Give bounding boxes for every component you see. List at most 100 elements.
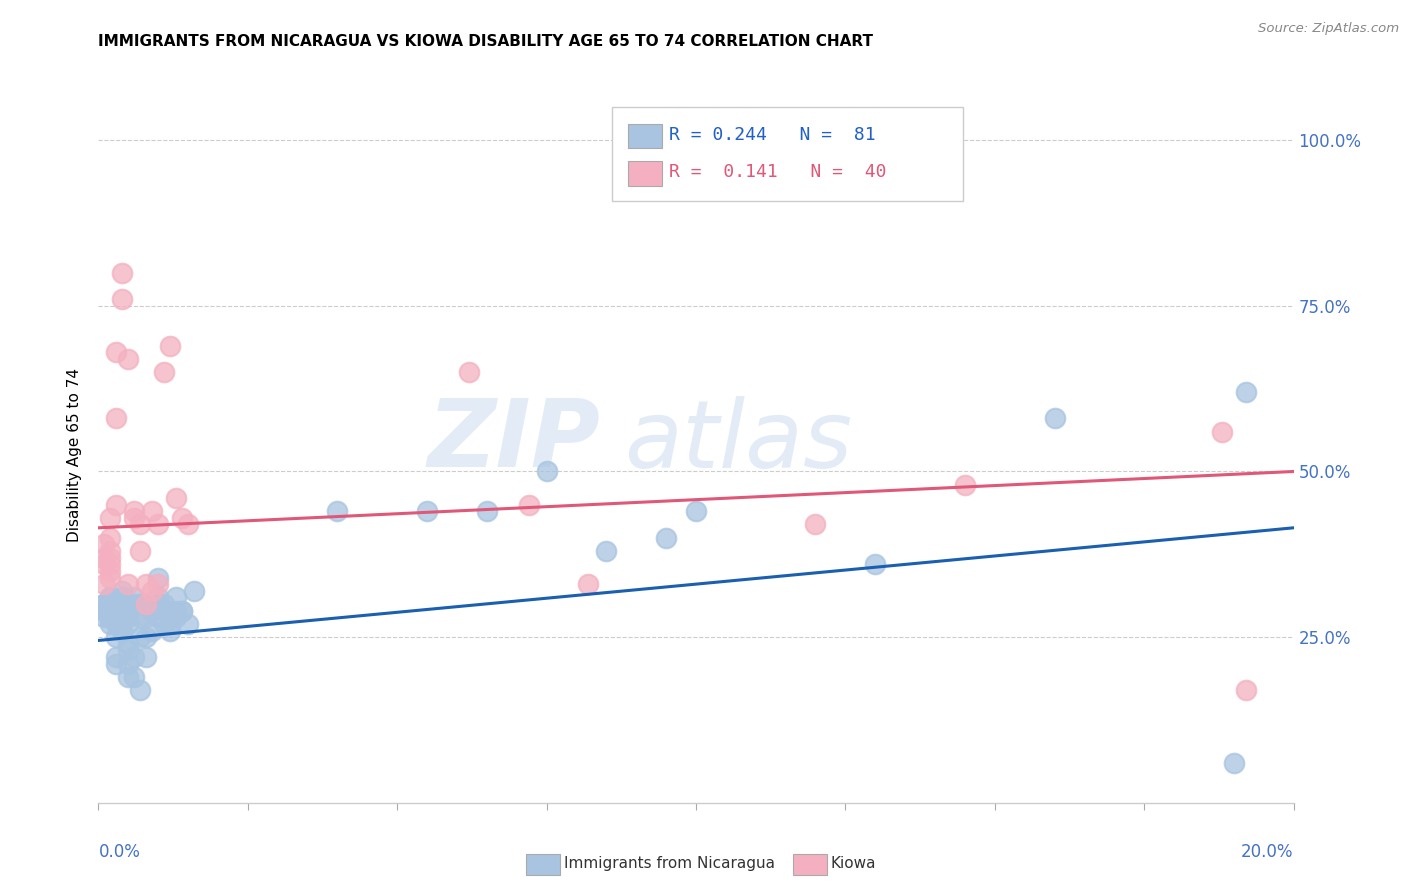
Text: R =  0.141   N =  40: R = 0.141 N = 40 <box>669 163 887 181</box>
Point <box>1211 425 1233 439</box>
Point <box>117 643 139 657</box>
Point <box>93 550 115 565</box>
Point <box>111 616 134 631</box>
Text: R = 0.244   N =  81: R = 0.244 N = 81 <box>669 126 876 144</box>
Point <box>129 597 152 611</box>
Point <box>148 597 170 611</box>
Point <box>111 604 134 618</box>
Point <box>172 604 194 618</box>
Point <box>517 498 540 512</box>
Point <box>111 266 134 280</box>
Point <box>111 292 134 306</box>
Point <box>100 511 122 525</box>
Text: ZIP: ZIP <box>427 395 600 487</box>
Point <box>105 610 128 624</box>
Point <box>105 411 128 425</box>
Point <box>93 597 115 611</box>
Point <box>153 597 176 611</box>
Point <box>100 610 122 624</box>
Point <box>595 544 617 558</box>
Y-axis label: Disability Age 65 to 74: Disability Age 65 to 74 <box>67 368 83 542</box>
Point <box>117 616 139 631</box>
Point <box>141 624 163 638</box>
Text: Kiowa: Kiowa <box>831 856 876 871</box>
Point <box>124 650 146 665</box>
Point <box>105 616 128 631</box>
Point <box>1234 683 1257 698</box>
Point <box>117 657 139 671</box>
Point <box>129 544 152 558</box>
Point <box>111 597 134 611</box>
Point <box>105 650 128 665</box>
Point <box>93 604 115 618</box>
Point <box>135 577 157 591</box>
Point <box>804 517 827 532</box>
Point <box>93 577 115 591</box>
Point <box>165 491 187 505</box>
Point <box>129 517 152 532</box>
Point <box>100 604 122 618</box>
Point <box>1223 756 1246 770</box>
Point <box>100 591 122 605</box>
Text: 20.0%: 20.0% <box>1241 843 1294 861</box>
Point <box>105 604 128 618</box>
Point <box>117 610 139 624</box>
Point <box>100 531 122 545</box>
Text: Source: ZipAtlas.com: Source: ZipAtlas.com <box>1258 22 1399 36</box>
Text: Immigrants from Nicaragua: Immigrants from Nicaragua <box>564 856 775 871</box>
Point <box>111 583 134 598</box>
Text: IMMIGRANTS FROM NICARAGUA VS KIOWA DISABILITY AGE 65 TO 74 CORRELATION CHART: IMMIGRANTS FROM NICARAGUA VS KIOWA DISAB… <box>98 34 873 49</box>
Point <box>124 597 146 611</box>
Point <box>105 630 128 644</box>
Point <box>111 624 134 638</box>
Point <box>148 591 170 605</box>
Point <box>865 558 887 572</box>
Point <box>117 604 139 618</box>
Point <box>135 597 157 611</box>
Point <box>655 531 678 545</box>
Point <box>105 657 128 671</box>
Point <box>100 597 122 611</box>
Point <box>165 604 187 618</box>
Point <box>93 537 115 551</box>
Point <box>153 616 176 631</box>
Point <box>953 477 976 491</box>
Point <box>159 616 181 631</box>
Point <box>100 597 122 611</box>
Point <box>129 683 152 698</box>
Point <box>148 570 170 584</box>
Point <box>148 577 170 591</box>
Point <box>100 558 122 572</box>
Point <box>129 630 152 644</box>
Point <box>93 558 115 572</box>
Point <box>105 604 128 618</box>
Point <box>111 610 134 624</box>
Point <box>172 511 194 525</box>
Point <box>100 591 122 605</box>
Point <box>578 577 600 591</box>
Point <box>685 504 707 518</box>
Point <box>117 351 139 366</box>
Point <box>135 630 157 644</box>
Text: atlas: atlas <box>624 395 852 486</box>
Point <box>148 517 170 532</box>
Point <box>141 504 163 518</box>
Point <box>100 610 122 624</box>
Point <box>124 591 146 605</box>
Point <box>100 550 122 565</box>
Point <box>159 604 181 618</box>
Point <box>100 604 122 618</box>
Point <box>177 517 200 532</box>
Point <box>141 583 163 598</box>
Point <box>148 610 170 624</box>
Point <box>159 338 181 352</box>
Point <box>124 670 146 684</box>
Point <box>93 610 115 624</box>
Point <box>117 670 139 684</box>
Point <box>93 597 115 611</box>
Point <box>1234 384 1257 399</box>
Point <box>100 564 122 578</box>
Point <box>124 504 146 518</box>
Point <box>117 637 139 651</box>
Point <box>100 610 122 624</box>
